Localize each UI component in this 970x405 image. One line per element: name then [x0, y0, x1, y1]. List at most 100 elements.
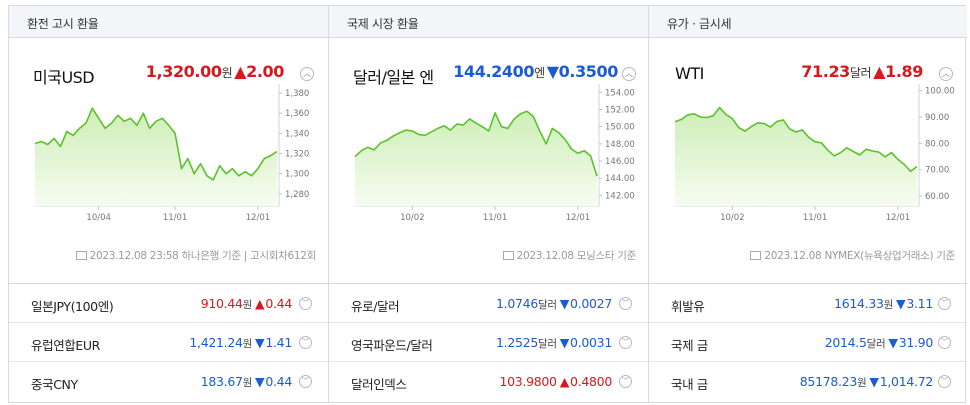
chevron-up-icon[interactable]: ︿	[939, 67, 953, 81]
y-tick-label: 150.00	[605, 123, 635, 133]
item-change: 0.0031	[570, 335, 612, 350]
main-change: 2.00	[246, 62, 284, 81]
panel-international-rates: 국제 시장 환율 달러/일본 엔 144.2400엔 ▼0.3500 ︿ 142.…	[329, 6, 649, 402]
y-tick-label: 1,320	[285, 150, 309, 160]
source-text: 2023.12.08 23:58 하나은행 기준 | 고시회차612회	[89, 250, 317, 262]
chevron-up-icon[interactable]: ︿	[300, 67, 314, 81]
chevron-down-icon[interactable]: ﹀	[299, 375, 312, 388]
item-name: 영국파운드/달러	[351, 338, 433, 353]
main-quote[interactable]: 달러/일본 엔 144.2400엔 ▼0.3500 ︿ 142.00 144.00 1…	[329, 38, 648, 284]
panel-header: 환전 고시 환율	[9, 6, 328, 38]
main-quote[interactable]: WTI 71.23달러 ▲1.89 ︿ 60.00 70.00 80.00 90.00 1…	[649, 38, 967, 284]
item-change: 1,014.72	[879, 374, 934, 389]
item-unit: 달러	[866, 338, 886, 350]
chevron-down-icon[interactable]: ﹀	[299, 297, 312, 310]
main-quote[interactable]: 미국USD 1,320.00원 ▲2.00 ︿ 1,280 1,300 1,320 1,…	[9, 38, 328, 284]
y-tick-label: 146.00	[605, 157, 635, 167]
list-item[interactable]: 달러인덱스 103.9800 ▲0.4800 ﹀	[329, 362, 648, 401]
chevron-down-icon[interactable]: ﹀	[619, 297, 632, 310]
main-price: 1,320.00	[145, 62, 222, 81]
y-tick-label: 1,300	[285, 170, 309, 180]
x-tick-label: 10/02	[720, 213, 745, 223]
item-name: 휘발유	[671, 299, 705, 314]
main-price: 144.2400	[453, 62, 535, 81]
series-area	[355, 111, 597, 206]
list-item[interactable]: 국제 금 2014.5달러 ▼31.90 ﹀	[649, 323, 967, 362]
item-unit: 달러	[537, 338, 557, 350]
x-tick-label: 11/01	[163, 213, 188, 223]
down-arrow-icon: ▼	[896, 296, 906, 311]
wti-chart: 60.00 70.00 80.00 90.00 100.00 10/02 11/01 12/0…	[674, 84, 955, 223]
chevron-down-icon[interactable]: ﹀	[619, 375, 632, 388]
list-item[interactable]: 유로/달러 1.0746달러 ▼0.0027 ﹀	[329, 284, 648, 323]
down-arrow-icon: ▼	[546, 62, 559, 81]
down-arrow-icon: ▼	[869, 374, 879, 389]
y-tick-label: 142.00	[605, 191, 635, 201]
main-value: 71.23달러 ▲1.89	[801, 62, 923, 81]
item-price: 2014.5	[824, 335, 867, 350]
item-value: 910.44원 ▲0.44	[200, 296, 293, 312]
item-change: 1.41	[265, 335, 292, 350]
y-tick-label: 1,380	[285, 89, 309, 99]
list-item[interactable]: 국내 금 85178.23원 ▼1,014.72 ﹀	[649, 362, 967, 401]
item-name: 중국CNY	[31, 377, 78, 392]
list-item[interactable]: 중국CNY 183.67원 ▼0.44 ﹀	[9, 362, 328, 401]
x-tick-label: 12/01	[886, 213, 911, 223]
item-unit: 원	[242, 377, 253, 389]
main-unit: 달러	[849, 66, 872, 80]
main-change: 0.3500	[558, 62, 619, 81]
item-value: 103.9800 ▲0.4800	[499, 374, 612, 389]
item-price: 910.44	[200, 296, 243, 311]
item-price: 103.9800	[499, 374, 557, 389]
main-price: 71.23	[801, 62, 850, 81]
item-unit: 원	[883, 299, 894, 311]
item-name: 국내 금	[671, 377, 708, 392]
down-arrow-icon: ▼	[559, 335, 570, 350]
item-unit: 원	[242, 338, 253, 350]
up-arrow-icon: ▲	[559, 374, 570, 389]
rate-list: 일본JPY(100엔) 910.44원 ▲0.44 ﹀ 유럽연합EUR 1,421.24원…	[9, 284, 328, 401]
item-change: 0.4800	[570, 374, 612, 389]
item-value: 1.2525달러 ▼0.0031	[496, 335, 612, 351]
item-name: 유로/달러	[351, 299, 400, 314]
item-value: 2014.5달러 ▼31.90	[824, 335, 934, 351]
series-line	[354, 110, 598, 177]
series-line	[34, 107, 278, 181]
main-value: 144.2400엔 ▼0.3500	[453, 62, 618, 81]
y-tick-label: 148.00	[605, 140, 635, 150]
x-tick-label: 11/01	[803, 213, 828, 223]
y-tick-label: 1,360	[285, 109, 309, 119]
source-note: 2023.12.08 모닝스타 기준	[502, 248, 636, 263]
chevron-down-icon[interactable]: ﹀	[619, 336, 632, 349]
chevron-down-icon[interactable]: ﹀	[299, 336, 312, 349]
list-item[interactable]: 일본JPY(100엔) 910.44원 ▲0.44 ﹀	[9, 284, 328, 323]
x-tick-label: 11/01	[483, 213, 508, 223]
x-tick-label: 10/04	[86, 213, 111, 223]
item-change: 3.11	[906, 296, 933, 311]
list-item[interactable]: 유럽연합EUR 1,421.24원 ▼1.41 ﹀	[9, 323, 328, 362]
item-change: 0.0027	[570, 296, 612, 311]
up-arrow-icon: ▲	[234, 62, 247, 81]
down-arrow-icon: ▼	[559, 296, 570, 311]
chevron-up-icon[interactable]: ︿	[622, 67, 636, 81]
item-unit: 원	[857, 377, 867, 389]
down-arrow-icon: ▼	[255, 335, 265, 350]
chevron-down-icon[interactable]: ﹀	[938, 375, 951, 388]
item-value: 85178.23원 ▼1,014.72	[800, 374, 934, 390]
main-change: 1.89	[885, 62, 923, 81]
x-tick-label: 10/02	[400, 213, 425, 223]
item-name: 유럽연합EUR	[31, 338, 100, 353]
calendar-icon	[502, 251, 514, 260]
down-arrow-icon: ▼	[255, 374, 265, 389]
list-item[interactable]: 영국파운드/달러 1.2525달러 ▼0.0031 ﹀	[329, 323, 648, 362]
item-price: 1.2525	[496, 335, 538, 350]
panel-oil-gold: 유가 · 금시세 WTI 71.23달러 ▲1.89 ︿ 60.00 70.00 80…	[649, 6, 967, 402]
down-arrow-icon: ▼	[888, 335, 898, 350]
item-price: 1.0746	[496, 296, 538, 311]
main-title: WTI	[675, 64, 704, 83]
item-value: 183.67원 ▼0.44	[201, 374, 293, 390]
chevron-down-icon[interactable]: ﹀	[938, 297, 951, 310]
chevron-down-icon[interactable]: ﹀	[938, 336, 951, 349]
list-item[interactable]: 휘발유 1614.33원 ▼3.11 ﹀	[649, 284, 967, 323]
rate-list: 휘발유 1614.33원 ▼3.11 ﹀ 국제 금 2014.5달러 ▼31.90 ﹀ 국내 금…	[649, 284, 967, 401]
